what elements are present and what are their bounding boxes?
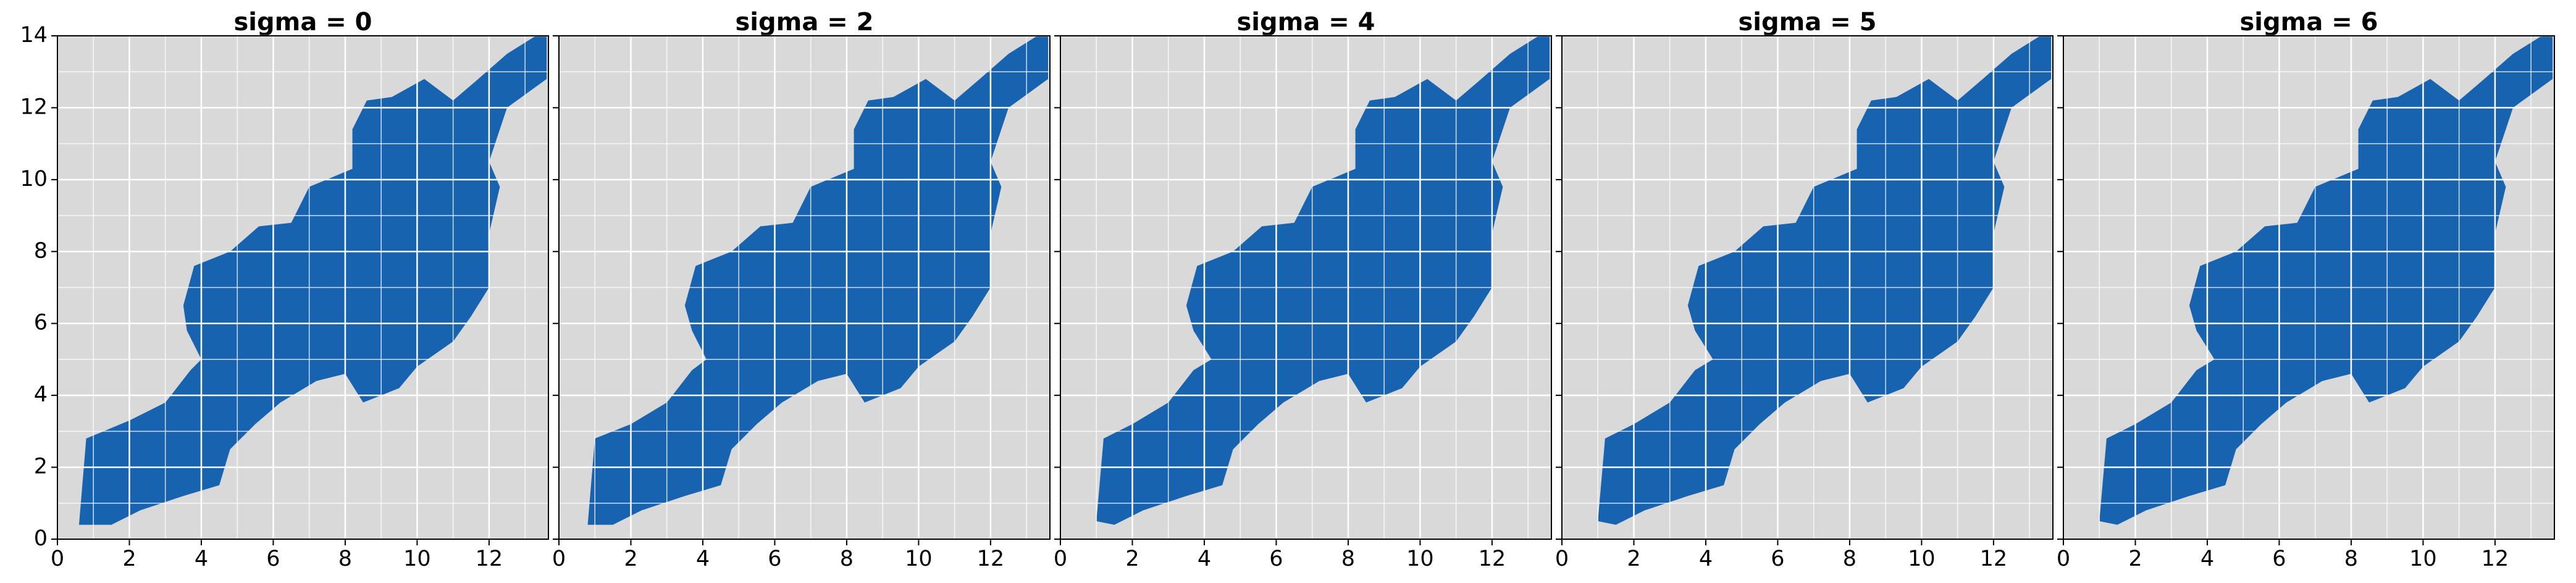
x-tick-label: 2 bbox=[1627, 547, 1640, 571]
y-tick-label: 8 bbox=[34, 238, 48, 263]
x-tick-label: 2 bbox=[122, 547, 136, 571]
x-tick-label: 8 bbox=[1843, 547, 1856, 571]
mask-region bbox=[2099, 36, 2553, 525]
x-tick-label: 4 bbox=[1699, 547, 1713, 571]
x-tick-label: 12 bbox=[1980, 547, 2008, 571]
mask-region bbox=[1598, 36, 2052, 525]
panel-title: sigma = 6 bbox=[2239, 8, 2378, 36]
y-tick-label: 4 bbox=[34, 382, 48, 407]
mask-region bbox=[78, 36, 547, 525]
x-tick-label: 0 bbox=[1054, 547, 1067, 571]
panel: sigma = 6 0 2 4 6 8 10 12 bbox=[2057, 8, 2555, 571]
x-tick-label: 12 bbox=[476, 547, 503, 571]
axes-frame bbox=[1060, 35, 1552, 540]
x-tick-label: 12 bbox=[977, 547, 1005, 571]
y-tick-label: 6 bbox=[34, 311, 48, 335]
x-tick-label: 6 bbox=[2272, 547, 2286, 571]
panel: sigma = 2 0 2 4 6 8 10 12 bbox=[552, 8, 1051, 571]
x-tick-label: 10 bbox=[905, 547, 933, 571]
x-tick-label: 0 bbox=[51, 547, 64, 571]
panel: sigma = 5 0 2 4 6 8 10 12 bbox=[1555, 8, 2054, 571]
x-tick-label: 8 bbox=[840, 547, 854, 571]
panel-title: sigma = 0 bbox=[233, 8, 372, 36]
x-tick-label: 10 bbox=[2409, 547, 2437, 571]
x-tick-label: 4 bbox=[1198, 547, 1211, 571]
x-tick-label: 6 bbox=[1771, 547, 1784, 571]
x-tick-label: 6 bbox=[1269, 547, 1283, 571]
x-tick-label: 2 bbox=[2128, 547, 2142, 571]
panel-title: sigma = 2 bbox=[735, 8, 873, 36]
mask-region bbox=[1096, 36, 1550, 525]
y-tick-label: 10 bbox=[20, 167, 48, 191]
panel: sigma = 0 0 2 4 6 8 10 12 0 2 4 6 8 10 12 14 bbox=[20, 8, 549, 571]
panel-title: sigma = 4 bbox=[1236, 8, 1375, 36]
axes-frame bbox=[558, 35, 1051, 540]
x-tick-label: 4 bbox=[2201, 547, 2214, 571]
x-tick-label: 2 bbox=[1125, 547, 1139, 571]
x-tick-label: 12 bbox=[1479, 547, 1506, 571]
y-tick-label: 0 bbox=[34, 526, 48, 551]
x-tick-label: 10 bbox=[1406, 547, 1434, 571]
x-tick-label: 0 bbox=[552, 547, 566, 571]
x-tick-label: 4 bbox=[195, 547, 208, 571]
x-tick-label: 8 bbox=[338, 547, 352, 571]
panel-title: sigma = 5 bbox=[1738, 8, 1876, 36]
x-tick-label: 6 bbox=[768, 547, 781, 571]
x-tick-label: 6 bbox=[266, 547, 280, 571]
x-tick-label: 10 bbox=[1908, 547, 1936, 571]
panel: sigma = 4 0 2 4 6 8 10 12 bbox=[1054, 8, 1552, 571]
x-tick-label: 0 bbox=[2057, 547, 2070, 571]
axes-frame bbox=[1561, 35, 2054, 540]
x-tick-label: 4 bbox=[696, 547, 710, 571]
y-tick-label: 2 bbox=[34, 455, 48, 479]
y-tick-label: 12 bbox=[20, 94, 48, 119]
x-tick-label: 10 bbox=[403, 547, 431, 571]
x-tick-label: 8 bbox=[2344, 547, 2358, 571]
y-tick-label: 14 bbox=[20, 23, 48, 48]
x-tick-label: 0 bbox=[1555, 547, 1569, 571]
axes-frame bbox=[57, 35, 549, 540]
x-tick-label: 8 bbox=[1341, 547, 1355, 571]
axes-frame bbox=[2063, 35, 2555, 540]
x-tick-label: 2 bbox=[624, 547, 637, 571]
x-tick-label: 12 bbox=[2482, 547, 2509, 571]
